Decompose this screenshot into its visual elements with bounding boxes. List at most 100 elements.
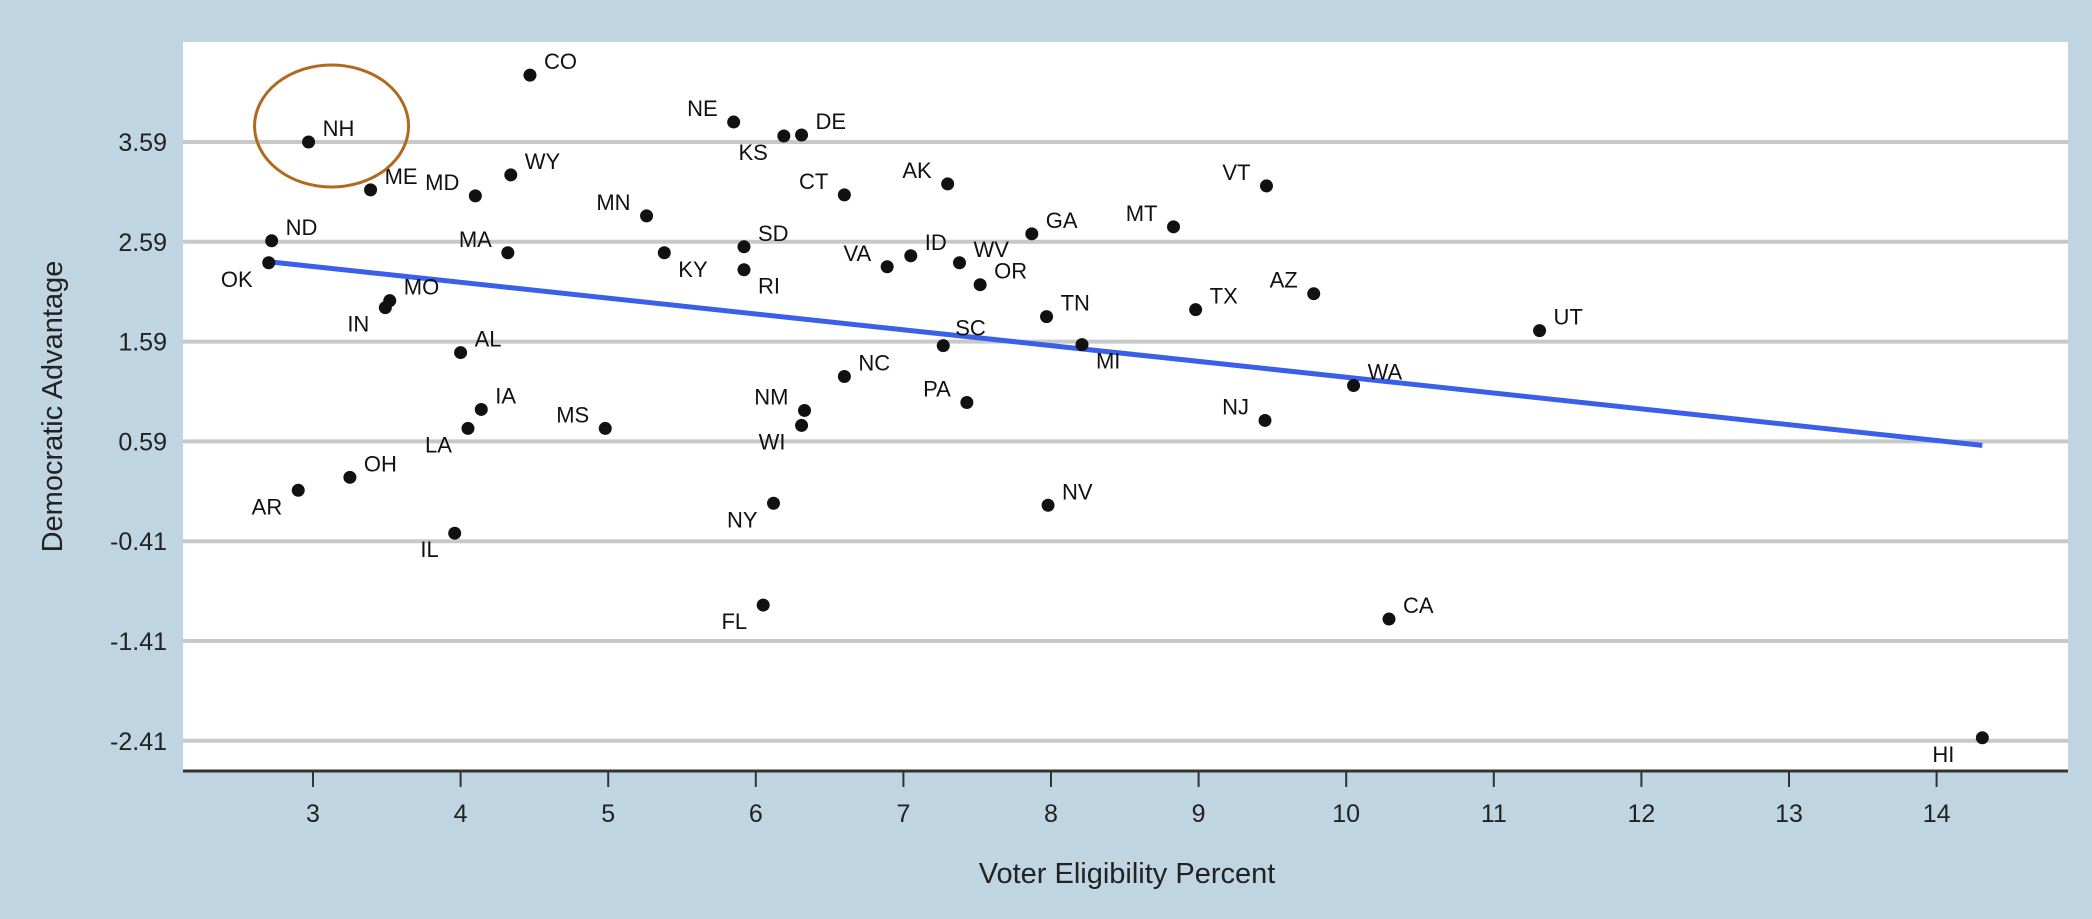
- data-point: [1075, 338, 1089, 352]
- data-point: [737, 263, 751, 277]
- data-point: [1347, 379, 1361, 393]
- data-point: [795, 128, 809, 142]
- data-point: [960, 395, 974, 409]
- x-axis-ticks: 3 4 5 6 7 8 9 10 11 12 13 14: [306, 771, 1951, 828]
- point-label: RI: [758, 274, 780, 299]
- data-point: [262, 256, 276, 270]
- data-point: [265, 234, 279, 248]
- data-point: [523, 68, 537, 82]
- data-point: [378, 301, 392, 315]
- data-point: [1167, 220, 1181, 234]
- data-point: [795, 418, 809, 432]
- point-label: AL: [475, 327, 502, 352]
- data-point: [474, 402, 488, 416]
- data-point: [501, 246, 515, 260]
- data-point: [1258, 413, 1272, 427]
- data-point: [837, 188, 851, 202]
- point-label: PA: [923, 376, 951, 401]
- data-point: [1533, 324, 1547, 338]
- y-tick-label: -2.41: [110, 728, 167, 756]
- data-point: [777, 129, 791, 143]
- data-point: [598, 421, 612, 435]
- data-point: [767, 496, 781, 510]
- x-tick-label: 10: [1332, 800, 1360, 828]
- point-label: OK: [221, 267, 253, 292]
- point-label: MO: [404, 275, 439, 300]
- point-label: WY: [525, 149, 561, 174]
- point-label: MD: [425, 170, 459, 195]
- point-label: NJ: [1222, 394, 1249, 419]
- data-point: [1307, 287, 1321, 301]
- trendline-group: [268, 259, 1983, 448]
- point-label: VA: [843, 241, 871, 266]
- x-tick-label: 4: [454, 800, 468, 828]
- point-label: IN: [347, 312, 369, 337]
- point-label: MT: [1126, 201, 1158, 226]
- point-label: ID: [925, 230, 947, 255]
- data-point: [448, 526, 462, 540]
- point-label: UT: [1554, 305, 1583, 330]
- data-point: [798, 403, 812, 417]
- point-label: NY: [727, 507, 758, 532]
- x-tick-label: 8: [1044, 800, 1058, 828]
- point-label: WV: [973, 237, 1009, 262]
- point-label: TN: [1061, 291, 1090, 316]
- data-point: [1259, 179, 1273, 193]
- point-label: OR: [994, 259, 1027, 284]
- data-point: [1025, 227, 1039, 241]
- point-label: ND: [286, 215, 318, 240]
- x-tick-label: 7: [896, 800, 910, 828]
- point-label: WI: [759, 429, 786, 454]
- point-label: MN: [596, 190, 630, 215]
- data-point: [1189, 303, 1203, 317]
- gridlines: [183, 140, 2068, 743]
- data-point: [837, 370, 851, 384]
- y-axis-ticks: 3.59 2.59 1.59 0.59 -0.41 -1.41 -2.41: [110, 129, 167, 756]
- y-axis-title: Democratic Advantage: [37, 261, 69, 553]
- point-label: VT: [1222, 160, 1250, 185]
- y-tick-label: -1.41: [110, 628, 167, 656]
- y-tick-label: -0.41: [110, 528, 167, 556]
- point-label: AK: [902, 158, 932, 183]
- x-axis-title: Voter Eligibility Percent: [979, 858, 1276, 890]
- data-point: [504, 168, 518, 182]
- x-tick-label: 9: [1192, 800, 1206, 828]
- data-point: [461, 421, 475, 435]
- data-point: [640, 209, 654, 223]
- point-label: HI: [1932, 742, 1954, 767]
- data-point: [343, 470, 357, 484]
- x-tick-label: 11: [1481, 800, 1507, 828]
- point-label: MA: [459, 227, 492, 252]
- data-point: [973, 278, 987, 292]
- data-point: [1040, 310, 1054, 324]
- data-point: [727, 115, 741, 129]
- point-label: LA: [425, 432, 452, 457]
- highlight-circle: [253, 63, 411, 189]
- point-label: AR: [252, 494, 283, 519]
- point-label: KY: [678, 257, 708, 282]
- data-point: [941, 177, 955, 191]
- x-tick-label: 13: [1775, 800, 1803, 828]
- point-label: NH: [323, 116, 355, 141]
- point-label: WA: [1368, 360, 1403, 385]
- point-label: IA: [495, 383, 516, 408]
- point-label: CO: [544, 49, 577, 74]
- data-point: [302, 135, 316, 149]
- point-label: NV: [1062, 479, 1093, 504]
- data-points: CO NE KS DE NH ME WY MD AK VT CT MN MT ND SD GA MA KY ID WV…: [221, 49, 1989, 767]
- data-point: [936, 339, 950, 353]
- point-label: MI: [1096, 349, 1120, 374]
- y-tick-label: 1.59: [118, 329, 167, 357]
- x-tick-label: 12: [1627, 800, 1655, 828]
- data-point: [1975, 731, 1989, 745]
- point-label: KS: [738, 140, 767, 165]
- plot-area: [183, 42, 2068, 771]
- x-tick-label: 3: [306, 800, 320, 828]
- point-label: GA: [1046, 208, 1078, 233]
- data-point: [737, 240, 751, 254]
- y-tick-label: 2.59: [118, 229, 167, 257]
- data-point: [364, 183, 378, 197]
- point-label: AZ: [1270, 268, 1298, 293]
- trendline: [268, 259, 1983, 448]
- point-label: CT: [799, 169, 828, 194]
